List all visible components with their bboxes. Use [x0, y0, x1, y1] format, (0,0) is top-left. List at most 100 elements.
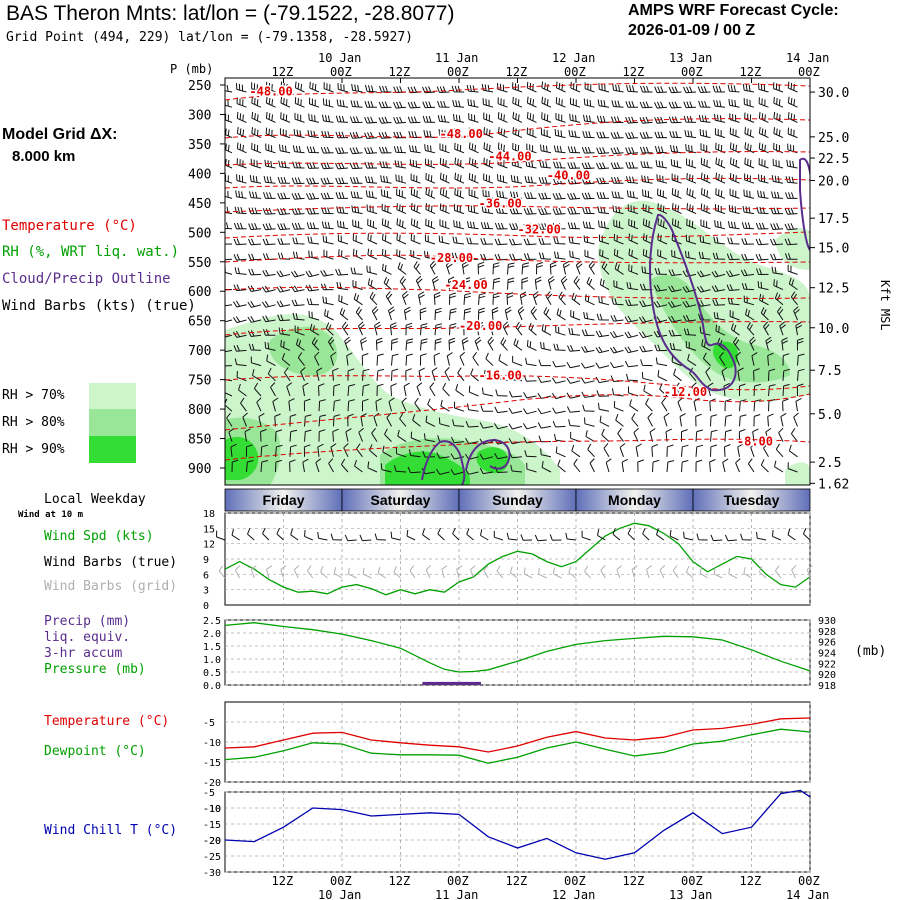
wind-barb [595, 362, 610, 369]
weekday-label: Friday [262, 492, 304, 508]
wind-barb [585, 430, 595, 443]
rh80-region [650, 275, 790, 383]
wind-barb [757, 190, 769, 199]
wind-barb [613, 280, 624, 291]
wind-barb [323, 82, 334, 93]
wind-barb [532, 291, 540, 305]
wind-barb [446, 352, 453, 366]
temp-contour-line [225, 231, 810, 239]
wind-barb [278, 160, 291, 169]
wind-barb [537, 408, 552, 415]
grid-wind-barb [470, 565, 476, 579]
surface-wind-barb [276, 527, 284, 541]
wind-barb [768, 368, 776, 381]
wind-barb [393, 116, 407, 124]
temp-contour-line [225, 286, 810, 300]
wind-barb [320, 162, 334, 170]
wind-barb [482, 98, 494, 108]
wind-barb [408, 130, 421, 139]
wind-barb [670, 159, 682, 169]
wind-barb [788, 444, 798, 458]
pressure-axis-title: P (mb) [170, 62, 213, 76]
bottom-date-label: 13 Jan [669, 888, 712, 900]
wind-barb [610, 131, 624, 139]
wind-barb [405, 322, 413, 336]
wind-barb [611, 177, 624, 184]
grid-wind-barb [685, 565, 694, 579]
rh80-swatch [89, 409, 136, 436]
wind-barb [645, 398, 653, 412]
wind-barb [324, 309, 334, 321]
wind-barb [364, 116, 378, 124]
temp-contour-label: -48.00 [440, 127, 483, 141]
wind-barb [397, 429, 407, 443]
wind-barb [495, 206, 508, 215]
wind-barb [338, 294, 349, 306]
surface-wind-barb [740, 533, 752, 541]
surface-wind-barb [565, 532, 577, 541]
wind-barb [787, 96, 798, 108]
wind-barb [253, 382, 262, 397]
wind-barb [303, 444, 311, 457]
wind-speed-line [224, 522, 811, 596]
pressure-tick-label: 800 [188, 403, 211, 418]
wind-barb [317, 443, 324, 457]
wind-barb [534, 276, 542, 290]
wind-barb [481, 205, 494, 215]
wind-barb [598, 83, 610, 93]
wind-barb [261, 300, 276, 308]
wind-barb [225, 158, 233, 169]
top-time-tick-label: 00Z [330, 65, 352, 79]
wind-barb [567, 192, 581, 200]
temp-contour-label: -24.00 [444, 278, 487, 292]
wind-barb [445, 260, 453, 275]
surface-wind-barb [344, 534, 357, 542]
wind-barb [232, 316, 247, 324]
wind-barb [433, 352, 441, 366]
wind-barb [267, 367, 276, 382]
wind-barb [735, 351, 741, 366]
wind-barb [337, 220, 349, 230]
wind-barb [457, 367, 465, 382]
height-tick-label: 2.5 [818, 456, 841, 471]
wind-barb [553, 145, 566, 154]
wind-barb [587, 443, 595, 458]
temp-contour-line [225, 82, 810, 101]
wind-barb [467, 204, 479, 215]
wind-barb [683, 86, 697, 94]
wind-barb [247, 316, 262, 323]
wind-barb [483, 173, 494, 184]
wind-barb [567, 207, 581, 215]
wind-barb [553, 237, 566, 245]
wind-barb [713, 312, 726, 321]
wind-barb [498, 354, 508, 367]
wind-barb [663, 412, 670, 427]
wind-barb [345, 428, 352, 442]
wind-barb [654, 101, 668, 109]
temp-contour-label: -8.00 [737, 435, 773, 449]
wind-barb [741, 238, 755, 245]
pressure-unit-label: (mb) [855, 644, 887, 659]
wind-barb [364, 161, 378, 169]
local-weekday-label: Local Weekday [44, 492, 146, 507]
wind-barb [765, 336, 773, 351]
temp-contour-line [225, 321, 810, 336]
wind-barb [248, 268, 262, 276]
wind-barb [385, 291, 393, 306]
wind-barb [306, 222, 320, 230]
wind-barb [767, 352, 774, 366]
wind-barb [314, 351, 320, 366]
wind-barb [624, 360, 639, 368]
y-tick-label: -20 [203, 836, 221, 847]
wind-barb [335, 177, 349, 185]
wind-barb [412, 414, 421, 427]
wind-barb [497, 112, 508, 123]
wind-barb [770, 238, 784, 246]
grid-wind-barb [266, 565, 273, 579]
wind-barb [236, 142, 247, 154]
wind-barb [410, 188, 421, 199]
wind-barb [263, 329, 276, 336]
wind-barb [570, 310, 581, 321]
wind-barb [251, 82, 262, 93]
